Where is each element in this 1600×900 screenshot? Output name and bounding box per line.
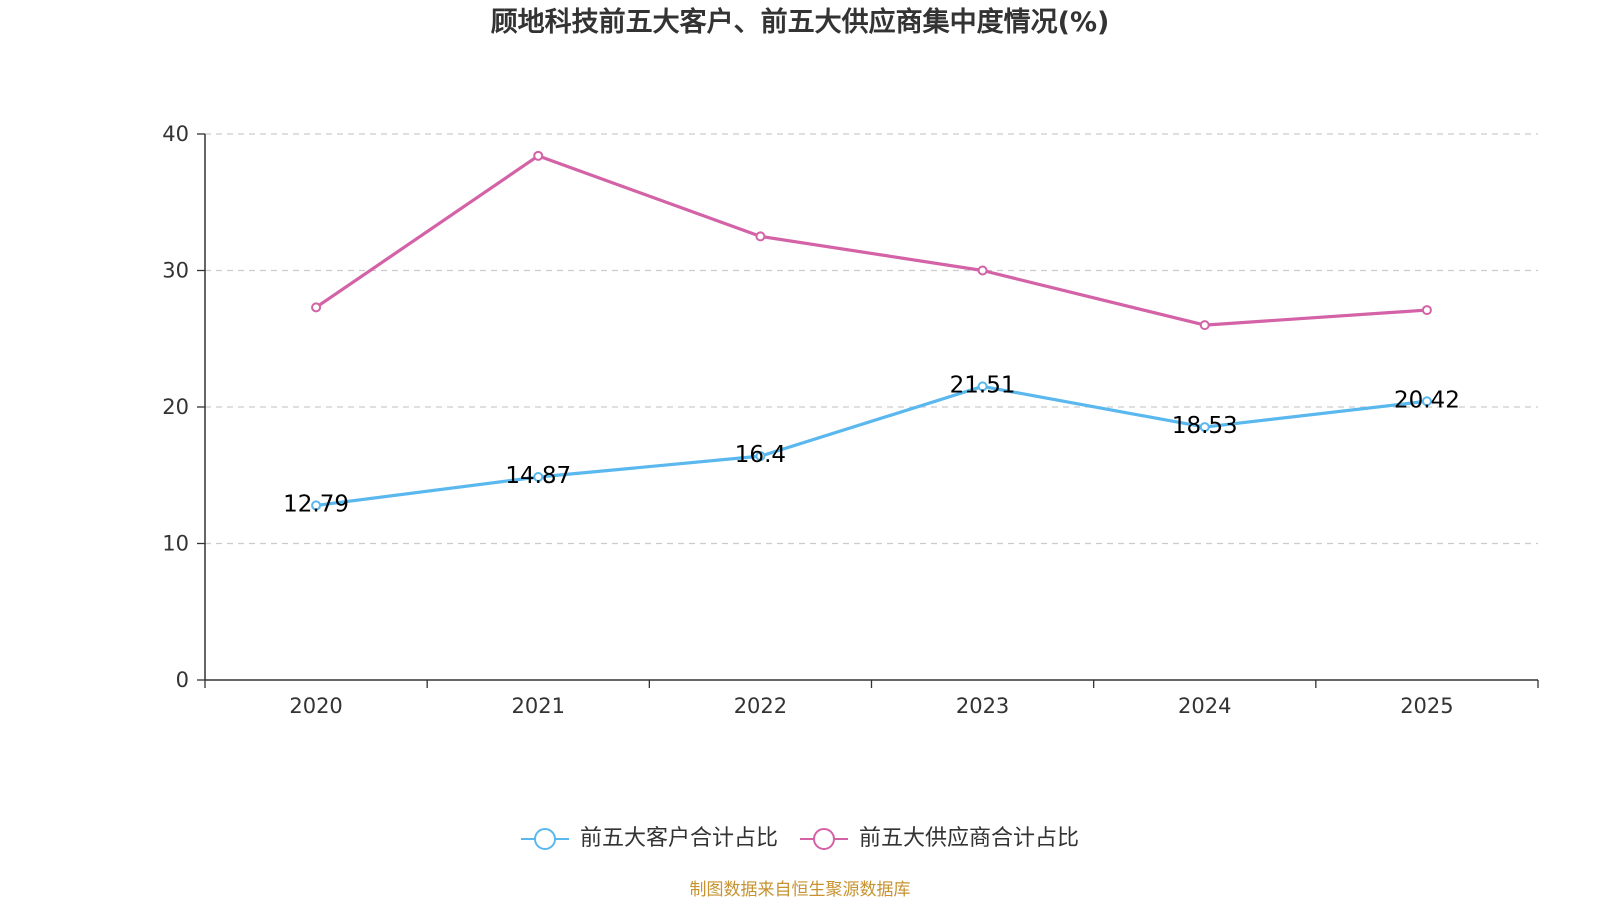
x-tick-label: 2023 [956, 694, 1009, 718]
data-point[interactable] [533, 150, 544, 161]
data-label: 20.42 [1394, 387, 1460, 413]
x-tick-label: 2022 [734, 694, 787, 718]
legend-line-circle-icon [520, 828, 569, 850]
data-point[interactable] [311, 500, 322, 511]
y-tick-label: 30 [162, 259, 189, 283]
data-point[interactable] [977, 381, 988, 392]
data-point[interactable] [977, 265, 988, 276]
x-tick-label: 2021 [512, 694, 565, 718]
series-line[interactable] [314, 384, 1429, 508]
axes: 0 10 20 30 40 2020 2021 2022 2023 2024 2025 [162, 122, 1539, 718]
legend-line-circle-icon [800, 828, 848, 850]
data-label: 18.53 [1172, 413, 1238, 439]
y-tick-label: 40 [162, 122, 189, 146]
source-footnote: 制图数据来自恒生聚源数据库 [689, 880, 911, 900]
series-group [311, 150, 1432, 511]
legend-icon-circle [813, 828, 835, 850]
data-point[interactable] [311, 302, 322, 313]
legend-label: 前五大客户合计占比 [579, 826, 778, 851]
y-tick-label: 0 [176, 668, 189, 692]
chart-title: 顾地科技前五大客户、前五大供应商集中度情况(%) [490, 7, 1110, 38]
data-label: 12.79 [283, 491, 349, 517]
legend-item-suppliers[interactable]: 前五大供应商合计占比 [800, 826, 1079, 852]
x-tick-label: 2020 [289, 694, 342, 718]
y-tick-label: 20 [162, 395, 189, 419]
data-point[interactable] [1199, 320, 1210, 331]
x-tick-label: 2024 [1178, 694, 1231, 718]
data-point[interactable] [755, 231, 766, 242]
data-label: 16.4 [735, 442, 786, 468]
legend-label: 前五大供应商合计占比 [859, 826, 1080, 851]
legend-item-customers[interactable]: 前五大客户合计占比 [520, 826, 778, 852]
data-point[interactable] [1421, 396, 1432, 407]
legend-icon-circle [533, 828, 556, 850]
data-point[interactable] [1421, 305, 1432, 316]
x-tick-label: 2025 [1400, 694, 1453, 718]
data-label: 14.87 [505, 463, 571, 489]
data-point[interactable] [755, 451, 766, 462]
data-labels: 12.79 14.87 16.4 21.51 18.53 20.42 [283, 372, 1460, 517]
series-line[interactable] [314, 154, 1429, 327]
data-point[interactable] [1199, 422, 1210, 433]
data-point[interactable] [533, 472, 544, 483]
grid-lines [205, 133, 1538, 545]
data-label: 21.51 [950, 372, 1016, 398]
y-tick-label: 10 [162, 532, 189, 556]
legend: 前五大客户合计占比 前五大供应商合计占比 [0, 822, 1600, 856]
